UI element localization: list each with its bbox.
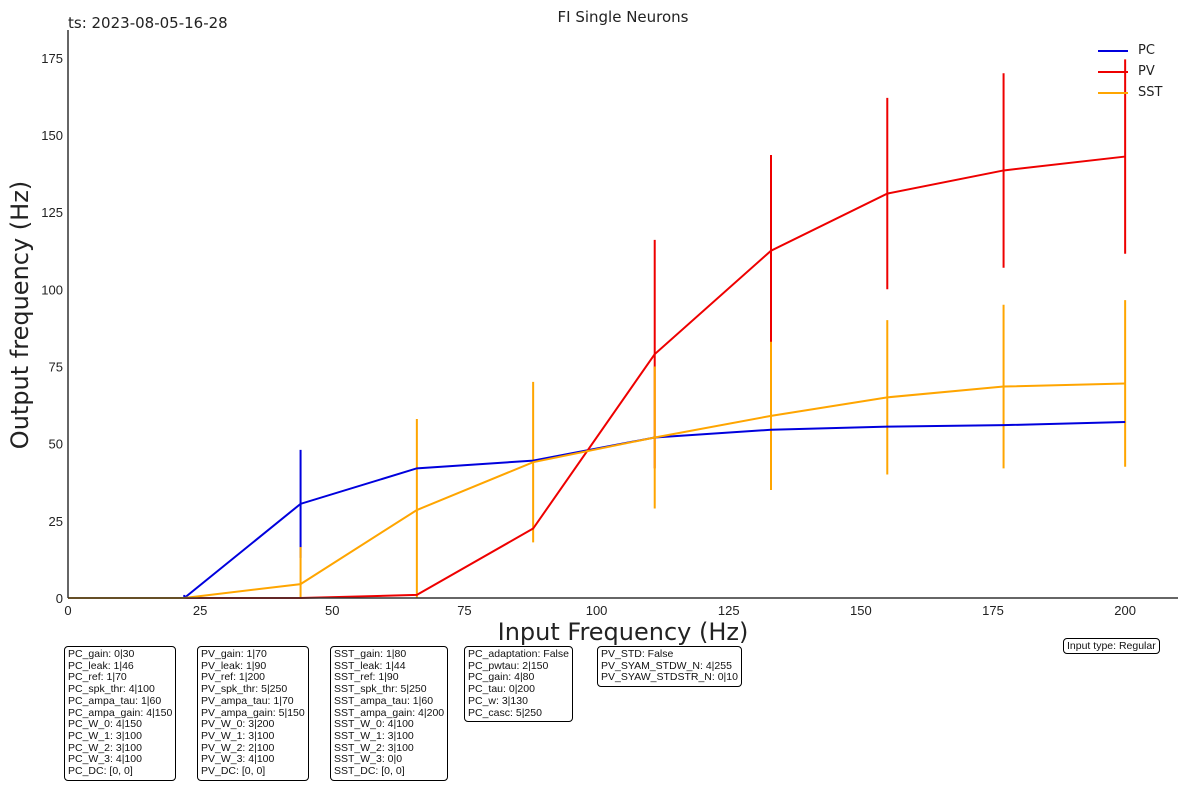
param-box-sst: SST_gain: 1|80 SST_leak: 1|44 SST_ref: 1… [330, 646, 449, 781]
param-line: PC_gain: 4|80 [468, 671, 535, 684]
error-bars [183, 59, 1127, 598]
param-line: PV_DC: [0, 0] [201, 765, 266, 778]
legend-item-pc: PC [1098, 40, 1162, 61]
legend-label-sst: SST [1138, 85, 1163, 100]
x-tick-label: 25 [193, 603, 207, 618]
y-axis-label: Output frequency (Hz) [6, 180, 34, 450]
param-line: PV_SYAM_STDW_N: 4|255 [601, 659, 732, 672]
param-line: SST_W_3: 0|0 [334, 753, 403, 766]
param-line: PC_tau: 0|200 [468, 683, 535, 696]
x-tick-label: 150 [850, 603, 872, 618]
legend-swatch-pv [1098, 70, 1128, 73]
param-line: PV_ref: 1|200 [201, 671, 266, 684]
param-line: SST_W_0: 4|100 [334, 718, 414, 731]
series-lines [68, 155, 1126, 599]
param-line: PV_W_3: 4|100 [201, 753, 275, 766]
chart-title: FI Single Neurons [557, 8, 689, 26]
timestamp-label: ts: 2023-08-05-16-28 [68, 14, 228, 32]
x-axis-label: Input Frequency (Hz) [497, 618, 749, 646]
param-line: PV_ampa_gain: 5|150 [201, 706, 305, 719]
legend-swatch-sst [1098, 91, 1128, 94]
param-box-pv: PV_gain: 1|70 PV_leak: 1|90 PV_ref: 1|20… [197, 646, 309, 781]
x-tick-labels: 0 25 50 75 100 125 150 175 200 [64, 603, 1136, 618]
x-tick-label: 50 [325, 603, 339, 618]
param-box-pc-adaptation: PC_adaptation: False PC_pwtau: 2|150 PC_… [464, 646, 573, 723]
param-line: PV_spk_thr: 5|250 [201, 683, 288, 696]
x-tick-label: 175 [982, 603, 1004, 618]
param-line: PV_leak: 1|90 [201, 659, 267, 672]
y-tick-label: 125 [41, 205, 63, 220]
y-tick-label: 100 [41, 282, 63, 297]
x-tick-label: 0 [64, 603, 71, 618]
param-line: PC_W_1: 3|100 [68, 729, 142, 742]
param-line: SST_W_1: 3|100 [334, 729, 414, 742]
param-line: PV_ampa_tau: 1|70 [201, 694, 294, 707]
param-line: PV_W_2: 2|100 [201, 741, 275, 754]
param-line: SST_spk_thr: 5|250 [334, 683, 427, 696]
param-line: PC_adaptation: False [468, 648, 569, 660]
param-line: PV_W_0: 3|200 [201, 718, 275, 731]
series-line-sst [68, 382, 1126, 599]
param-line: PC_W_0: 4|150 [68, 718, 142, 731]
param-line: SST_DC: [0, 0] [334, 765, 405, 778]
x-tick-label: 200 [1114, 603, 1136, 618]
param-line: PC_W_3: 4|100 [68, 753, 142, 766]
param-line: SST_leak: 1|44 [334, 659, 406, 672]
param-box-pv-std: PV_STD: False PV_SYAM_STDW_N: 4|255 PV_S… [597, 646, 742, 688]
param-box-pc: PC_gain: 0|30 PC_leak: 1|46 PC_ref: 1|70… [64, 646, 177, 781]
legend: PC PV SST [1098, 40, 1162, 103]
x-tick-label: 125 [718, 603, 740, 618]
param-line: SST_gain: 1|80 [334, 648, 407, 660]
param-line: PC_ampa_tau: 1|60 [68, 694, 162, 707]
param-line: PC_spk_thr: 4|100 [68, 683, 155, 696]
legend-label-pc: PC [1138, 43, 1155, 58]
x-tick-label: 100 [586, 603, 608, 618]
param-line: PC_W_2: 3|100 [68, 741, 142, 754]
param-line: PC_ref: 1|70 [68, 671, 127, 684]
param-line: PC_leak: 1|46 [68, 659, 134, 672]
y-tick-label: 0 [56, 591, 63, 606]
param-line: PC_gain: 0|30 [68, 648, 135, 660]
y-tick-label: 25 [49, 514, 63, 529]
param-line: PV_gain: 1|70 [201, 648, 267, 660]
param-line: PC_DC: [0, 0] [68, 765, 133, 778]
param-line: SST_W_2: 3|100 [334, 741, 414, 754]
axes [67, 30, 1178, 599]
y-tick-label: 150 [41, 128, 63, 143]
legend-item-sst: SST [1098, 82, 1162, 103]
param-line: PC_casc: 5|250 [468, 706, 542, 719]
y-tick-labels: 0 25 50 75 100 125 150 175 [41, 51, 63, 606]
param-line: SST_ampa_gain: 4|200 [334, 706, 445, 719]
y-tick-label: 50 [49, 437, 63, 452]
y-tick-label: 75 [49, 359, 63, 374]
param-line: PC_w: 3|130 [468, 694, 528, 707]
param-line: PV_W_1: 3|100 [201, 729, 275, 742]
legend-swatch-pc [1098, 49, 1128, 52]
param-line: PV_SYAW_STDSTR_N: 0|10 [601, 671, 738, 684]
series-line-pv [68, 155, 1126, 599]
param-line: PV_STD: False [601, 648, 674, 660]
param-line: PC_pwtau: 2|150 [468, 659, 549, 672]
input-type-box: Input type: Regular [1063, 638, 1160, 654]
param-line: PC_ampa_gain: 4|150 [68, 706, 173, 719]
legend-label-pv: PV [1138, 64, 1155, 79]
param-line: SST_ampa_tau: 1|60 [334, 694, 434, 707]
param-line: SST_ref: 1|90 [334, 671, 399, 684]
x-tick-label: 75 [457, 603, 471, 618]
y-tick-label: 175 [41, 51, 63, 66]
legend-item-pv: PV [1098, 61, 1162, 82]
